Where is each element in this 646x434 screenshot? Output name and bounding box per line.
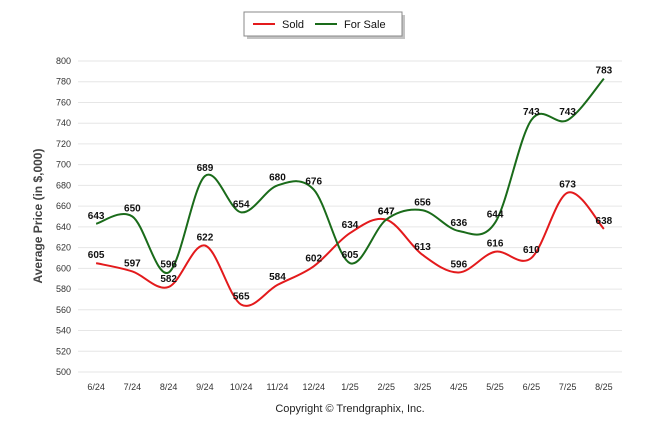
data-label-for-sale: 689: [197, 163, 214, 174]
data-label-for-sale: 783: [596, 66, 613, 77]
legend-label-sold: Sold: [282, 19, 304, 31]
x-tick-label: 10/24: [230, 382, 253, 392]
x-tick-label: 12/24: [302, 382, 325, 392]
data-label-sold: 634: [342, 220, 359, 231]
x-tick-label: 11/24: [267, 382, 289, 392]
y-tick-label: 620: [56, 243, 71, 253]
gridlines: [78, 60, 622, 373]
data-label-for-sale: 676: [305, 177, 322, 188]
copyright-text: Copyright © Trendgraphix, Inc.: [275, 403, 424, 415]
x-tick-label: 3/25: [414, 382, 432, 392]
x-tick-label: 2/25: [378, 382, 396, 392]
data-label-sold: 565: [233, 292, 250, 303]
y-tick-label: 600: [56, 263, 71, 273]
y-tick-label: 640: [56, 222, 71, 232]
x-axis-ticks: 6/24 7/24 8/24 9/24 10/24 11/24 12/24 1/25 2/25 3…: [87, 382, 612, 392]
data-label-sold: 584: [269, 272, 286, 283]
data-label-for-sale: 596: [160, 259, 177, 270]
x-tick-label: 5/25: [486, 382, 504, 392]
x-tick-label: 8/25: [595, 382, 613, 392]
data-label-for-sale: 605: [342, 250, 359, 261]
data-label-sold: 605: [88, 250, 105, 261]
x-tick-label: 9/24: [196, 382, 214, 392]
data-label-sold: 673: [559, 180, 576, 191]
x-tick-label: 8/24: [160, 382, 178, 392]
y-tick-label: 560: [56, 305, 71, 315]
series-lines: [95, 77, 605, 307]
x-tick-label: 4/25: [450, 382, 468, 392]
x-tick-label: 6/24: [87, 382, 105, 392]
data-label-sold: 638: [596, 216, 613, 227]
y-tick-label: 720: [56, 139, 71, 149]
x-tick-label: 7/25: [559, 382, 577, 392]
data-label-for-sale: 644: [487, 210, 504, 221]
y-tick-label: 520: [56, 346, 71, 356]
y-tick-label: 700: [56, 160, 71, 170]
y-tick-label: 580: [56, 284, 71, 294]
series-line-for-sale: [95, 77, 605, 274]
y-axis-label: Average Price (in $,000): [31, 149, 45, 284]
data-label-for-sale: 636: [450, 218, 467, 229]
y-tick-label: 660: [56, 201, 71, 211]
x-tick-label: 7/24: [124, 382, 142, 392]
data-label-sold: 622: [197, 233, 214, 244]
data-label-for-sale: 647: [378, 207, 395, 218]
y-tick-label: 740: [56, 118, 71, 128]
data-label-for-sale: 656: [414, 197, 431, 208]
data-label-sold: 582: [160, 274, 177, 285]
legend: Sold For Sale: [243, 11, 405, 39]
data-label-sold: 616: [487, 239, 504, 250]
data-label-sold: 613: [414, 242, 431, 253]
y-tick-label: 780: [56, 77, 71, 87]
y-tick-label: 540: [56, 326, 71, 336]
series-line-sold: [95, 191, 605, 307]
data-label-for-sale: 743: [559, 107, 576, 118]
data-label-for-sale: 654: [233, 199, 250, 210]
x-tick-label: 6/25: [523, 382, 541, 392]
data-label-sold: 610: [523, 245, 540, 256]
data-label-sold: 597: [124, 258, 141, 269]
data-label-for-sale: 643: [88, 211, 105, 222]
y-axis-ticks: 500 520 540 560 580 600 620 640 660 680 700 720 740 7…: [56, 56, 71, 377]
data-label-sold: 596: [450, 259, 467, 270]
data-labels: 605 597 582 622 565 584 602 634 647 613 596 616 610 6…: [88, 66, 613, 303]
data-label-sold: 602: [305, 253, 322, 264]
y-tick-label: 680: [56, 180, 71, 190]
x-tick-label: 1/25: [341, 382, 359, 392]
data-label-for-sale: 650: [124, 204, 141, 215]
legend-label-for-sale: For Sale: [344, 19, 386, 31]
data-label-for-sale: 680: [269, 172, 286, 183]
data-label-for-sale: 743: [523, 107, 540, 118]
y-tick-label: 500: [56, 367, 71, 377]
y-tick-label: 760: [56, 97, 71, 107]
y-tick-label: 800: [56, 56, 71, 66]
data-label-sold: 647: [378, 207, 395, 218]
